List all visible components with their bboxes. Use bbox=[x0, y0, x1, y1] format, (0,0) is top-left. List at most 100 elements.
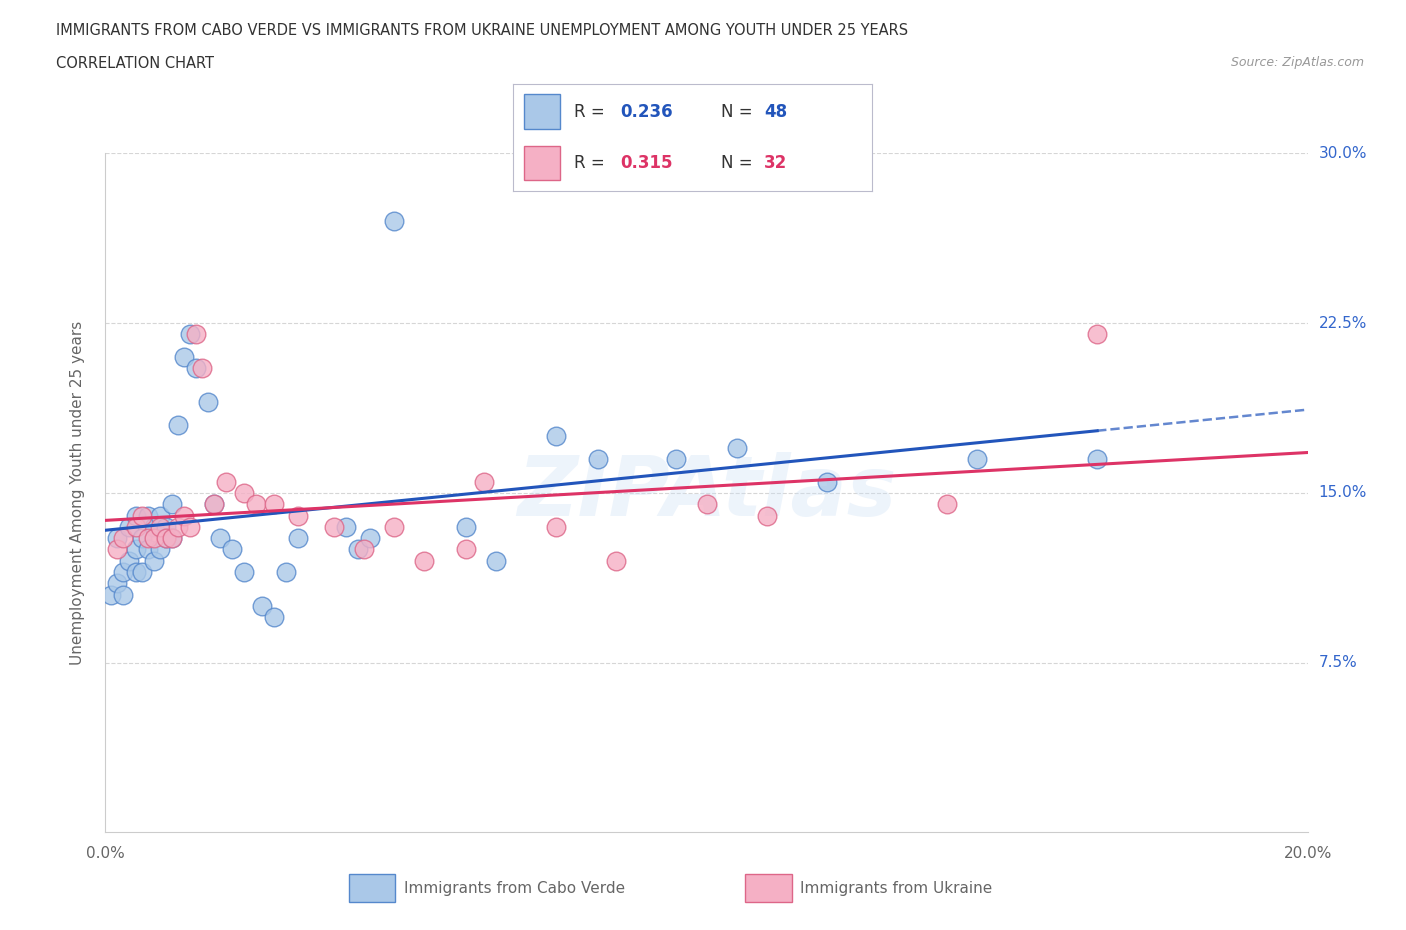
Point bbox=[454, 542, 477, 557]
Point bbox=[335, 519, 357, 534]
Point bbox=[214, 474, 236, 489]
Point bbox=[107, 531, 129, 546]
Point bbox=[665, 452, 688, 467]
Point bbox=[546, 519, 568, 534]
Point bbox=[136, 508, 159, 523]
Point bbox=[166, 519, 188, 534]
Point bbox=[160, 497, 183, 512]
Point bbox=[232, 485, 254, 500]
Point bbox=[208, 531, 231, 546]
Point bbox=[184, 361, 207, 376]
Text: 48: 48 bbox=[765, 102, 787, 121]
Point bbox=[184, 327, 207, 342]
Point bbox=[179, 327, 201, 342]
Point bbox=[166, 418, 188, 432]
Point bbox=[155, 531, 177, 546]
Point bbox=[202, 497, 225, 512]
Point bbox=[936, 497, 959, 512]
Point bbox=[112, 565, 135, 579]
Point bbox=[190, 361, 212, 376]
Text: 22.5%: 22.5% bbox=[1319, 315, 1367, 331]
Point bbox=[287, 508, 309, 523]
Text: N =: N = bbox=[721, 153, 758, 172]
Bar bbox=[524, 146, 560, 180]
Point bbox=[605, 553, 627, 568]
Y-axis label: Unemployment Among Youth under 25 years: Unemployment Among Youth under 25 years bbox=[70, 321, 84, 665]
Text: ZIPAtlas: ZIPAtlas bbox=[517, 452, 896, 534]
Bar bbox=[349, 874, 395, 902]
Point bbox=[148, 542, 170, 557]
Point bbox=[359, 531, 381, 546]
Point bbox=[142, 519, 165, 534]
Point bbox=[112, 531, 135, 546]
Point bbox=[815, 474, 838, 489]
Point bbox=[485, 553, 508, 568]
Point bbox=[546, 429, 568, 444]
Point bbox=[322, 519, 344, 534]
Point bbox=[160, 531, 183, 546]
Point bbox=[100, 588, 122, 603]
Text: N =: N = bbox=[721, 102, 758, 121]
Point bbox=[160, 531, 183, 546]
Point bbox=[131, 531, 153, 546]
Text: 32: 32 bbox=[765, 153, 787, 172]
Text: Immigrants from Cabo Verde: Immigrants from Cabo Verde bbox=[404, 881, 624, 896]
Point bbox=[472, 474, 495, 489]
Text: IMMIGRANTS FROM CABO VERDE VS IMMIGRANTS FROM UKRAINE UNEMPLOYMENT AMONG YOUTH U: IMMIGRANTS FROM CABO VERDE VS IMMIGRANTS… bbox=[56, 23, 908, 38]
Point bbox=[197, 395, 219, 410]
Point bbox=[382, 214, 405, 229]
Point bbox=[696, 497, 718, 512]
Text: R =: R = bbox=[574, 153, 610, 172]
Point bbox=[287, 531, 309, 546]
Point bbox=[118, 519, 141, 534]
Point bbox=[142, 553, 165, 568]
Point bbox=[263, 610, 285, 625]
Bar bbox=[745, 874, 792, 902]
Point bbox=[124, 565, 146, 579]
Point bbox=[142, 531, 165, 546]
Point bbox=[173, 508, 195, 523]
Point bbox=[107, 576, 129, 591]
Point bbox=[250, 599, 273, 614]
Text: 0.315: 0.315 bbox=[621, 153, 673, 172]
Point bbox=[124, 542, 146, 557]
Point bbox=[413, 553, 436, 568]
Point bbox=[118, 553, 141, 568]
Point bbox=[382, 519, 405, 534]
Point bbox=[221, 542, 243, 557]
Point bbox=[155, 531, 177, 546]
Point bbox=[124, 508, 146, 523]
Point bbox=[148, 508, 170, 523]
Point bbox=[263, 497, 285, 512]
Point bbox=[124, 519, 146, 534]
Point bbox=[107, 542, 129, 557]
Point bbox=[588, 452, 610, 467]
Point bbox=[274, 565, 297, 579]
Point bbox=[245, 497, 267, 512]
Point bbox=[725, 440, 748, 455]
Text: Source: ZipAtlas.com: Source: ZipAtlas.com bbox=[1230, 56, 1364, 69]
Point bbox=[148, 519, 170, 534]
Text: 15.0%: 15.0% bbox=[1319, 485, 1367, 500]
Point bbox=[755, 508, 778, 523]
Bar bbox=[524, 94, 560, 128]
Point bbox=[131, 565, 153, 579]
Point bbox=[353, 542, 375, 557]
Point bbox=[232, 565, 254, 579]
Text: 30.0%: 30.0% bbox=[1319, 146, 1367, 161]
Text: CORRELATION CHART: CORRELATION CHART bbox=[56, 56, 214, 71]
Point bbox=[112, 588, 135, 603]
Point bbox=[1085, 327, 1108, 342]
Text: 0.236: 0.236 bbox=[621, 102, 673, 121]
Point bbox=[136, 542, 159, 557]
Text: R =: R = bbox=[574, 102, 610, 121]
Point bbox=[454, 519, 477, 534]
Point bbox=[1085, 452, 1108, 467]
Point bbox=[131, 508, 153, 523]
Text: 7.5%: 7.5% bbox=[1319, 655, 1357, 671]
Point bbox=[173, 350, 195, 365]
Text: Immigrants from Ukraine: Immigrants from Ukraine bbox=[800, 881, 993, 896]
Point bbox=[202, 497, 225, 512]
Point bbox=[155, 519, 177, 534]
Point bbox=[136, 531, 159, 546]
